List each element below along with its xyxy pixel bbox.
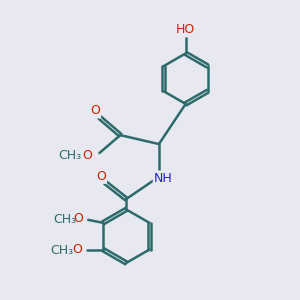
Text: O: O [74,212,84,225]
Text: CH₃: CH₃ [58,149,81,162]
Text: NH: NH [154,172,173,185]
Text: CH₃: CH₃ [50,244,74,257]
Text: O: O [72,243,82,256]
Text: O: O [90,104,100,117]
Text: CH₃: CH₃ [53,213,76,226]
Text: O: O [82,149,92,162]
Text: HO: HO [176,23,195,36]
Text: O: O [96,170,106,183]
